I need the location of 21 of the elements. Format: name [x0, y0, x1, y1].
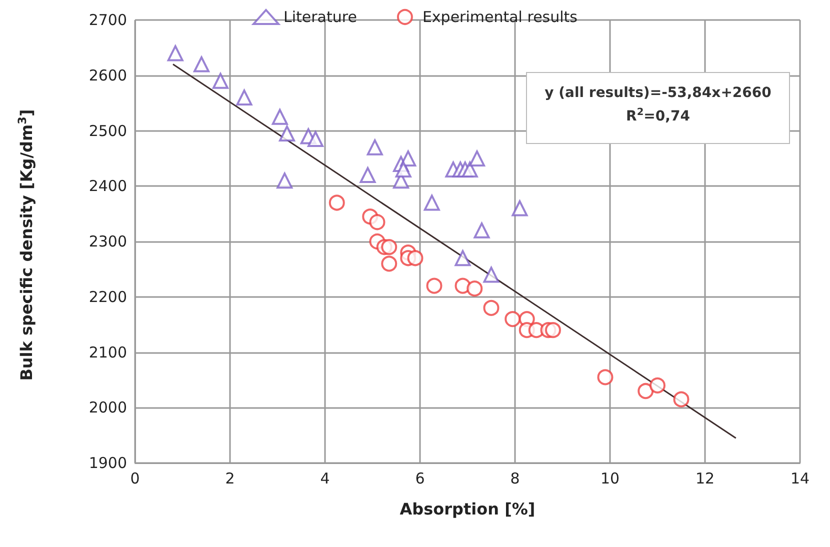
y-tick-label: 2500: [88, 122, 127, 140]
y-tick-label: 2600: [88, 66, 127, 84]
x-tick-label: 12: [695, 470, 715, 488]
legend-label: Experimental results: [422, 8, 578, 26]
x-tick-label: 2: [225, 470, 235, 488]
x-tick-label: 4: [320, 470, 330, 488]
y-tick-label: 2100: [88, 343, 127, 362]
x-tick-label: 10: [600, 470, 620, 488]
y-tick-label: 2200: [88, 288, 127, 306]
y-tick-label: 2400: [88, 177, 127, 196]
y-tick-label: 2000: [88, 398, 127, 417]
x-tick-label: 14: [790, 470, 810, 488]
y-tick-label: 2300: [88, 232, 127, 250]
x-axis-title: Absorption [%]: [400, 500, 536, 518]
x-tick-label: 6: [415, 470, 425, 488]
y-tick-label: 2700: [88, 11, 127, 29]
legend-label: Literature: [284, 8, 357, 26]
y-tick-label: 1900: [88, 454, 127, 472]
annotation: y (all results)=-53,84x+2660 R$^{2}$=0,74: [544, 84, 772, 127]
x-tick-label: 0: [130, 470, 140, 488]
x-tick-label: 8: [510, 470, 520, 488]
